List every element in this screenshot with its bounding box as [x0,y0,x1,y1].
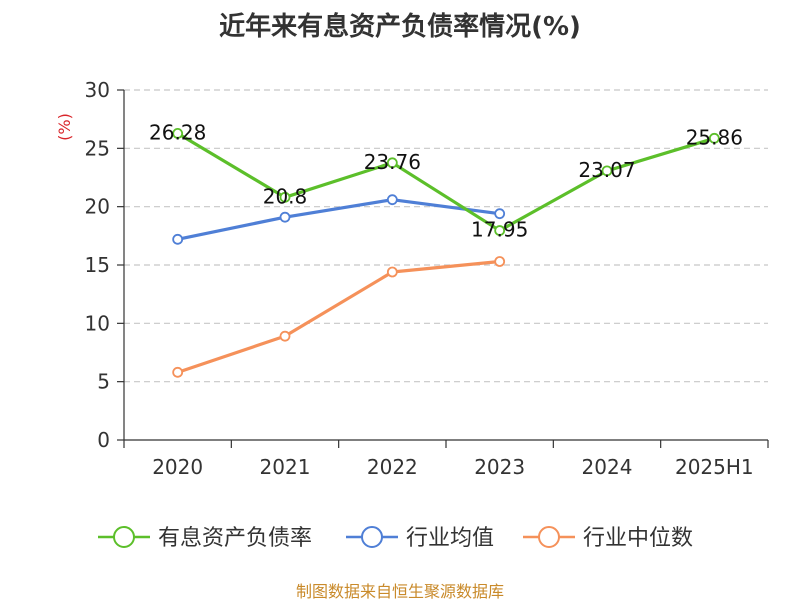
series-line [177,198,500,241]
data-label: 20.8 [263,184,308,208]
data-point [494,208,506,220]
legend-label: 行业中位数 [583,526,693,551]
x-tick-label: 2025H1 [675,455,754,479]
legend-marker [361,526,383,548]
y-tick-label: 20 [85,195,110,219]
data-point [172,233,184,245]
x-tick-label: 2021 [260,455,311,479]
data-point [386,266,398,278]
chart-title: 近年来有息资产负债率情况(%) [219,12,581,42]
legend-marker [113,526,135,548]
legend-label: 有息资产负债率 [158,526,312,551]
y-unit-label: (%) [55,113,74,141]
legend: 有息资产负债率 行业均值 行业中位数 [98,526,693,551]
x-tick-label: 2020 [152,455,203,479]
data-point [279,191,291,203]
data-point [172,127,184,139]
y-tick-label: 15 [85,253,110,277]
data-point [708,132,720,144]
data-point [386,194,398,206]
grid-lines [124,89,768,383]
legend-marker [538,526,560,548]
data-point [279,211,291,223]
data-labels: 26.28 20.8 23.76 17.95 23.07 25.86 [149,120,743,241]
source-note: 制图数据来自恒生聚源数据库 [295,582,504,601]
y-tick-label: 25 [85,136,110,160]
data-label: 25.86 [686,125,743,149]
series-line [176,132,715,233]
y-tick-label: 5 [97,370,110,394]
x-tick-label: 2024 [582,455,633,479]
data-point [279,330,291,342]
series-lines [172,127,720,378]
x-tick-label: 2023 [474,455,525,479]
x-tick-label: 2022 [367,455,418,479]
data-label: 23.76 [364,150,421,174]
data-point [386,157,398,169]
y-tick-label: 30 [85,78,110,102]
data-point [601,165,613,177]
y-tick-label: 10 [85,311,110,335]
data-label: 26.28 [149,120,206,144]
legend-label: 行业均值 [406,526,494,551]
series-line [177,259,500,374]
data-point [494,256,506,267]
data-label: 23.07 [578,158,635,182]
data-label: 17.95 [471,218,528,242]
axes: 0 5 10 15 20 25 30 2020 2021 2022 2023 2024 2025H1 [85,78,769,479]
y-tick-label: 0 [97,428,110,452]
data-point [494,225,506,236]
data-point [172,366,184,378]
